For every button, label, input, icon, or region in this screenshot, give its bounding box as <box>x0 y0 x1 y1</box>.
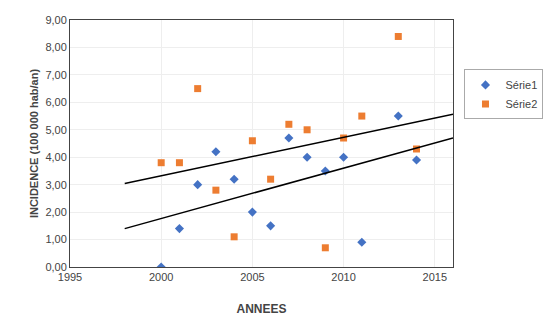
svg-text:Série2: Série2 <box>505 98 537 110</box>
svg-text:2005: 2005 <box>240 271 264 283</box>
svg-text:5,00: 5,00 <box>45 124 66 136</box>
svg-text:3,00: 3,00 <box>45 179 66 191</box>
svg-text:6,00: 6,00 <box>45 96 66 108</box>
svg-text:2010: 2010 <box>331 271 355 283</box>
svg-text:2,00: 2,00 <box>45 206 66 218</box>
svg-text:2015: 2015 <box>423 271 447 283</box>
svg-text:ANNEES: ANNEES <box>236 302 286 316</box>
svg-text:1995: 1995 <box>58 271 82 283</box>
svg-text:9,00: 9,00 <box>45 14 66 26</box>
svg-text:0,00: 0,00 <box>45 261 66 273</box>
svg-text:4,00: 4,00 <box>45 151 66 163</box>
svg-text:7,00: 7,00 <box>45 69 66 81</box>
svg-text:Série1: Série1 <box>505 79 537 91</box>
svg-text:INCIDENCE (100 000 hab/an): INCIDENCE (100 000 hab/an) <box>28 69 40 218</box>
svg-text:2000: 2000 <box>149 271 173 283</box>
svg-text:1,00: 1,00 <box>45 233 66 245</box>
svg-text:8,00: 8,00 <box>45 41 66 53</box>
